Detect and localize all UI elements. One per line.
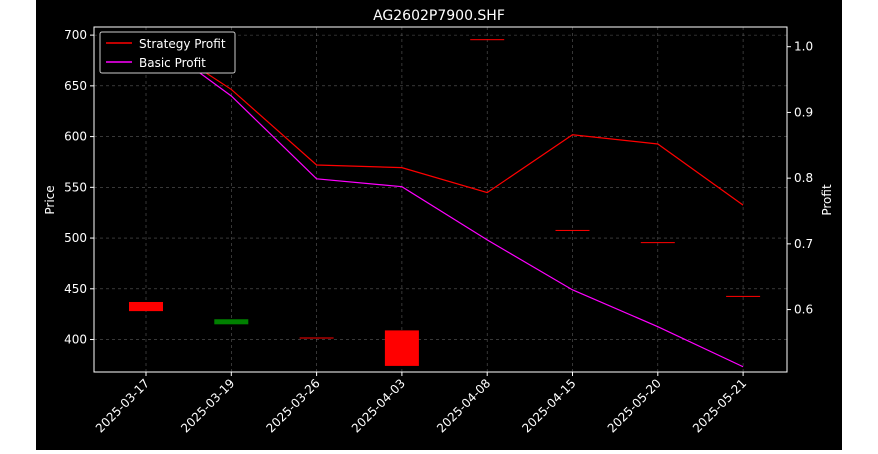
candle-2025-03-26	[299, 337, 334, 339]
y-tick-label-left: 500	[64, 231, 87, 245]
series-line-basic-profit	[145, 33, 744, 368]
legend: Strategy Profit Basic Profit	[99, 31, 236, 74]
y-tick-label-left: 400	[64, 333, 87, 347]
y-tick-label-left: 650	[64, 79, 87, 93]
y-axis-label-left: Price	[43, 185, 57, 214]
legend-box	[99, 31, 236, 74]
candle-2025-04-15	[555, 229, 590, 231]
legend-label-basic-profit: Basic Profit	[139, 56, 206, 70]
line-layer	[145, 33, 744, 368]
candle-2025-03-17	[129, 301, 163, 312]
legend-label-strategy-profit: Strategy Profit	[139, 37, 226, 51]
y-tick-label-right: 0.8	[794, 171, 813, 185]
y-tick-label-right: 0.9	[794, 105, 813, 119]
y-tick-label-left: 450	[64, 282, 87, 296]
y-tick-label-right: 0.7	[794, 237, 813, 251]
y-tick-label-left: 550	[64, 180, 87, 194]
candle-2025-05-21	[726, 295, 761, 297]
candle-2025-04-03	[384, 330, 419, 366]
candle-2025-03-19	[214, 319, 249, 325]
chart-background	[36, 0, 842, 450]
y-axis-label-right: Profit	[820, 184, 834, 216]
candle-2025-04-08	[470, 39, 505, 41]
plot-frame	[93, 26, 788, 373]
chart-title: AG2602P7900.SHF	[373, 8, 505, 24]
chart-svg: AG2602P7900.SHF 2025-03-17 2025-03-19 2025…	[36, 0, 842, 450]
chart-figure: AG2602P7900.SHF 2025-03-17 2025-03-19 2025…	[36, 0, 842, 450]
y-tick-label-right: 1.0	[794, 40, 813, 54]
y-tick-label-left: 600	[64, 130, 87, 144]
y-tick-label-left: 700	[64, 28, 87, 42]
candle-layer	[129, 39, 761, 366]
grid-layer	[94, 27, 787, 372]
y-tick-label-right: 0.6	[794, 303, 813, 317]
candle-2025-05-20	[640, 242, 675, 244]
series-line-strategy-profit	[145, 33, 744, 206]
